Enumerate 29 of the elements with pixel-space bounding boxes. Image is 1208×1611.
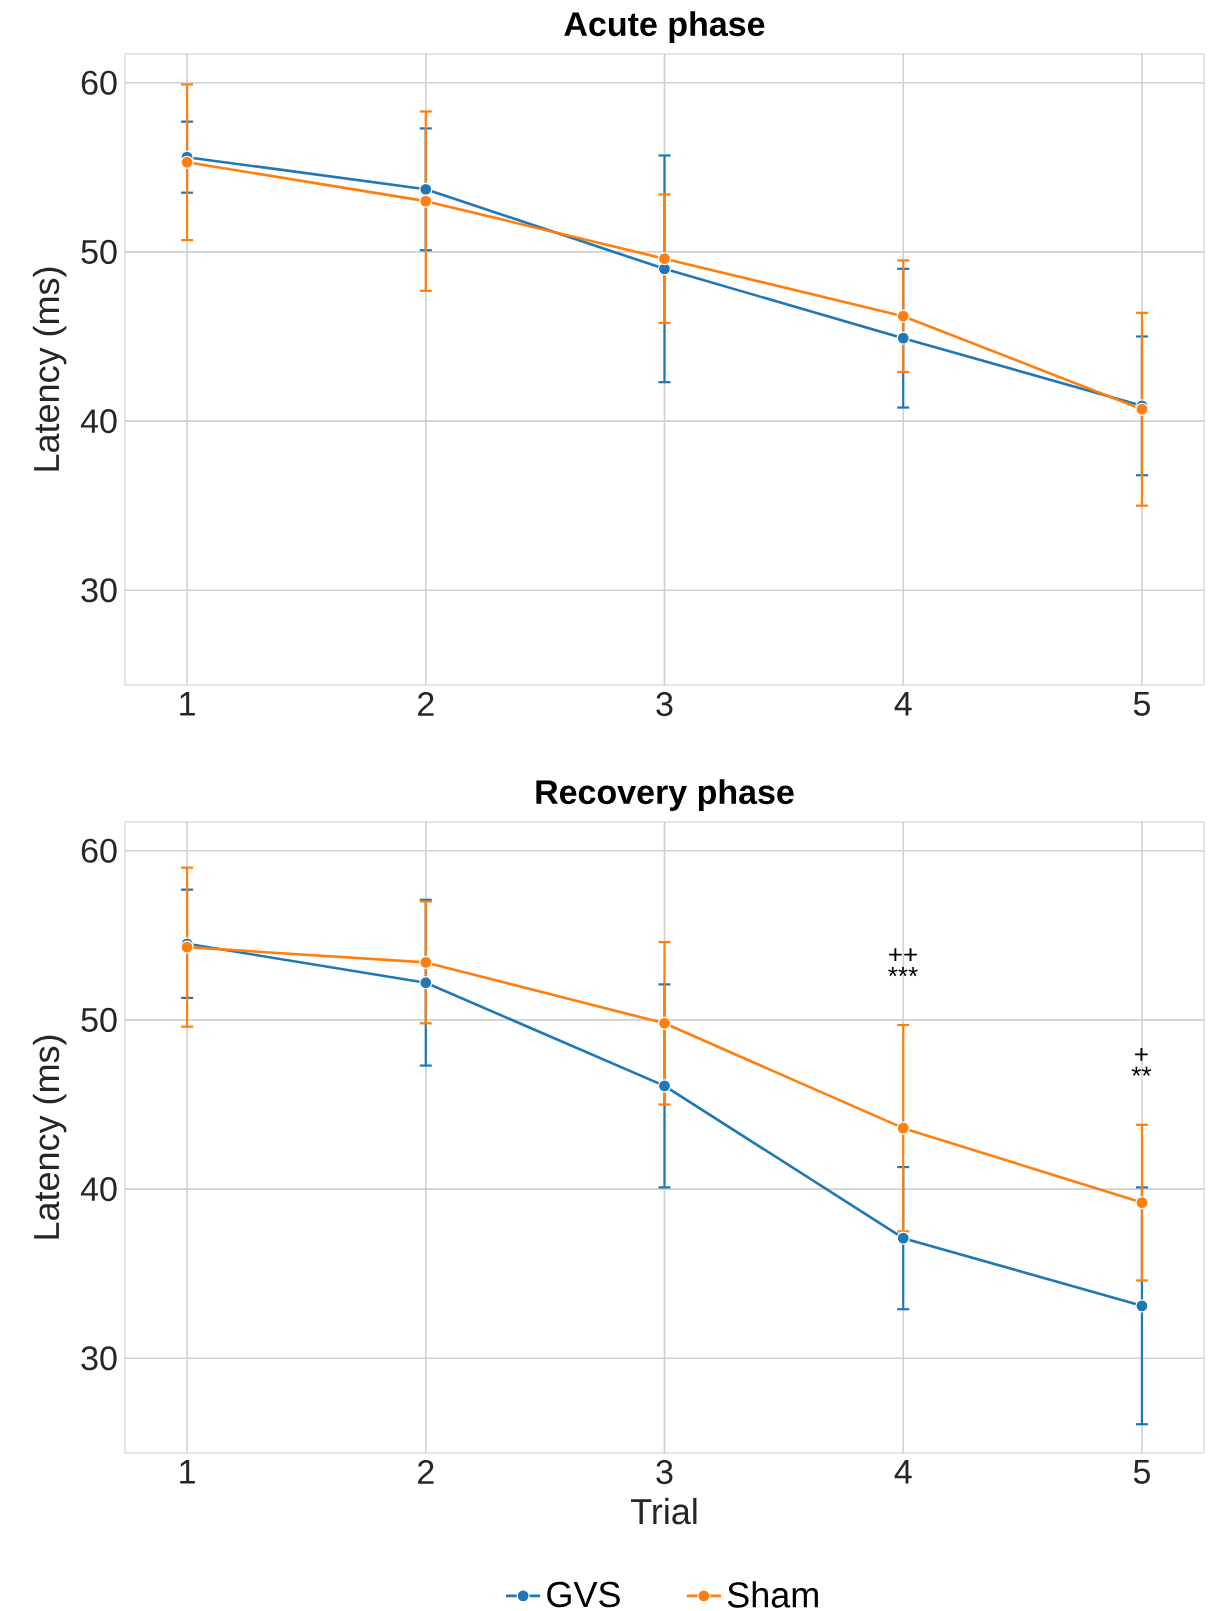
y-tick-label: 50 xyxy=(81,239,117,264)
chart-title: Acute phase xyxy=(564,11,765,43)
x-tick-label: 5 xyxy=(1133,1460,1150,1484)
x-tick-label: 3 xyxy=(656,692,673,717)
annotation: + xyxy=(1135,1047,1148,1061)
chart-title: Recovery phase xyxy=(536,779,794,811)
y-axis-title: Latency (ms) xyxy=(32,267,67,471)
x-tick-label: 1 xyxy=(180,1460,195,1484)
y-tick-label: 30 xyxy=(81,578,117,603)
y-tick-label: 30 xyxy=(81,1346,117,1371)
x-tick-label: 4 xyxy=(894,692,912,716)
y-tick-label: 60 xyxy=(81,70,117,95)
x-tick-label: 3 xyxy=(656,1460,673,1485)
y-tick-label: 50 xyxy=(81,1007,117,1032)
x-axis-title: Trial xyxy=(630,1497,697,1525)
annotation: *** xyxy=(888,967,918,977)
x-tick-label: 1 xyxy=(180,692,195,716)
annotation: ** xyxy=(1131,1066,1152,1076)
legend-label: GVS xyxy=(547,1581,620,1608)
y-tick-label: 40 xyxy=(80,1177,117,1202)
x-tick-label: 4 xyxy=(894,1460,912,1484)
y-tick-label: 60 xyxy=(81,838,117,863)
x-tick-label: 5 xyxy=(1133,692,1150,716)
y-tick-label: 40 xyxy=(80,409,117,434)
legend-label: Sham xyxy=(727,1581,818,1608)
y-axis-title: Latency (ms) xyxy=(32,1035,67,1239)
x-tick-label: 2 xyxy=(418,1460,434,1484)
annotation: ++ xyxy=(889,948,917,961)
x-tick-label: 2 xyxy=(418,692,434,716)
